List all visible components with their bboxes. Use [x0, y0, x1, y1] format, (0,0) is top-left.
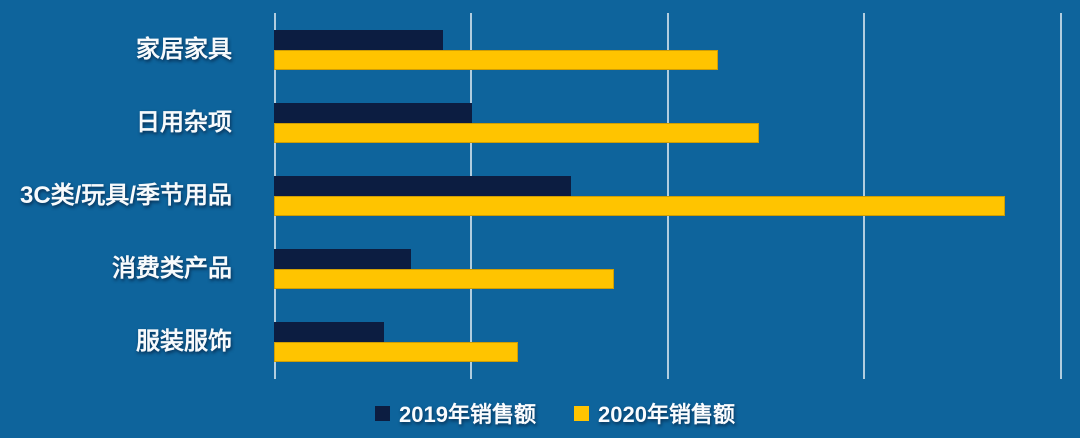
bar-2019年销售额-服装服饰	[274, 322, 384, 343]
bar-2020年销售额-3C类/玩具/季节用品	[274, 196, 1005, 216]
legend-item-2019: 2019年销售额	[375, 397, 536, 429]
bar-2019年销售额-消费类产品	[274, 249, 412, 270]
legend-swatch-icon	[375, 405, 391, 421]
bar-2020年销售额-家居家具	[274, 49, 718, 70]
bar-2019年销售额-家居家具	[274, 29, 443, 50]
category-label: 家居家具	[136, 35, 232, 63]
category-axis-labels: 家居家具日用杂项 3C类/玩具/季节用品消费类产品服装服饰	[0, 13, 252, 379]
category-label: 3C类/玩具/季节用品	[19, 182, 232, 209]
bar-2019年销售额-3C类/玩具/季节用品	[274, 176, 571, 196]
category-label: 日用杂项	[136, 108, 232, 136]
bar-2020年销售额-服装服饰	[274, 342, 518, 363]
legend-item-2020: 2020年销售额	[574, 397, 735, 429]
gridline	[1059, 13, 1062, 379]
bar-2019年销售额-日用杂项	[274, 102, 473, 123]
legend: 2019年销售额 2020年销售额	[0, 396, 1080, 430]
category-label: 服装服饰	[136, 328, 232, 356]
legend-label: 2020年销售额	[598, 402, 735, 427]
legend-swatch-icon	[574, 405, 589, 421]
category-label: 消费类产品	[112, 255, 232, 283]
bar-2020年销售额-消费类产品	[274, 269, 614, 290]
legend-label: 2019年销售额	[399, 402, 536, 427]
bar-2020年销售额-日用杂项	[274, 122, 760, 143]
plot-area	[274, 13, 1079, 379]
